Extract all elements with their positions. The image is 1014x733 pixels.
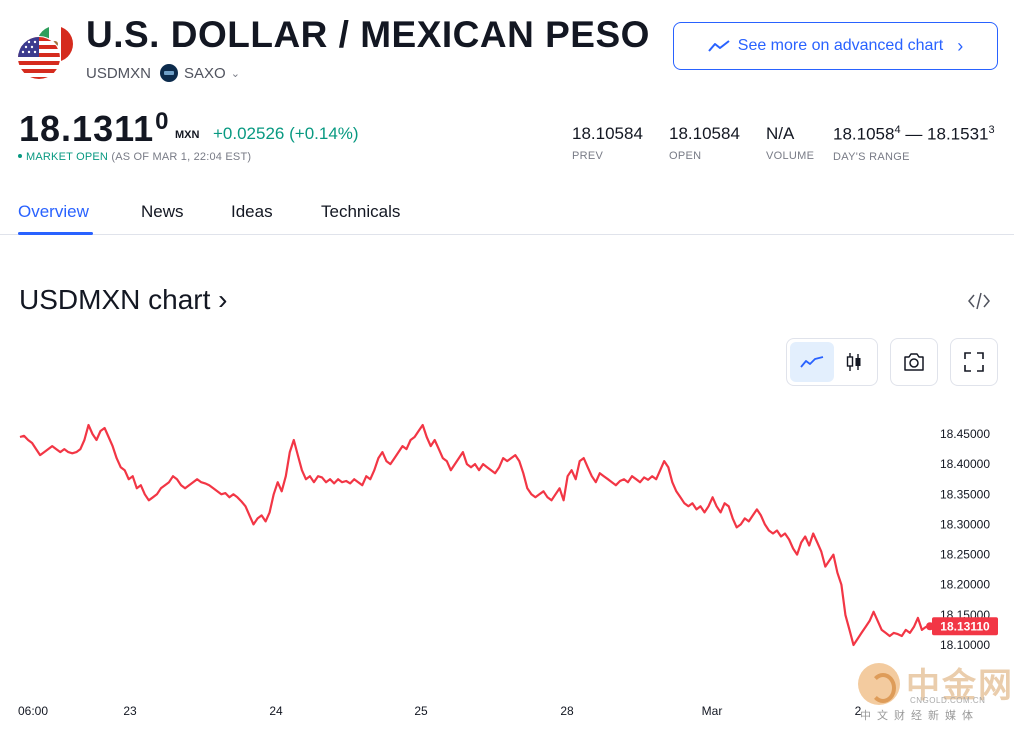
chart-type-toggle [786,338,878,386]
currency-label: MXN [175,129,200,141]
candles-icon [846,353,861,371]
exchange-logo-icon [160,64,179,82]
tab-news[interactable]: News [141,202,184,221]
y-tick-label: 18.20000 [940,578,990,592]
market-status: MARKET OPEN (AS OF MAR 1, 22:04 EST) [18,151,251,163]
watermark-logo-icon [858,663,900,705]
y-tick-label: 18.10000 [940,638,990,652]
watermark-subtitle: 中文财经新媒体 [860,709,979,722]
tab-bar: Overview News Ideas Technicals [0,190,1014,235]
watermark-text: 中金网 [906,666,1014,706]
exchange-label: SAXO [184,64,226,82]
x-tick-label: 28 [560,704,574,718]
tab-technicals[interactable]: Technicals [321,202,401,221]
market-open-label: MARKET OPEN [26,151,109,163]
change-value: +0.02526 [213,124,285,143]
page-title: U.S. DOLLAR / MEXICAN PESO [86,14,650,55]
x-tick-label: 23 [123,704,137,718]
last-price-fraction: 0 [155,108,170,135]
stat-prev: 18.10584 PREV [572,124,643,162]
last-price: 18.13110 [19,108,170,149]
line-chart-button[interactable] [790,342,834,382]
last-price-badge-label: 18.13110 [940,619,990,633]
symbol-label: USDMXN [86,64,152,82]
stat-value: 18.10584 [572,124,643,143]
chart-title-link[interactable]: USDMXN chart › [19,284,228,315]
active-tab-indicator [18,232,93,235]
x-tick-label: 06:00 [18,704,48,718]
x-tick-label: 2 [855,704,862,718]
y-tick-label: 18.25000 [940,548,990,562]
stat-value: 18.10584 [669,124,740,143]
watermark-site: CNGOLD.COM.CN [910,696,986,705]
price-change: +0.02526 (+0.14%) [213,124,359,144]
screenshot-button[interactable] [890,338,938,386]
stat-days-range: 18.10584 — 18.15313 DAY'S RANGE [833,124,995,163]
status-dot-icon [18,154,22,158]
usd-mxn-flag-icon [17,26,73,80]
change-percent: (+0.14%) [289,124,359,143]
last-price-badge [932,617,998,636]
x-tick-label: 24 [269,704,283,718]
camera-icon [904,353,924,371]
stat-value: 18.10584 — 18.15313 [833,124,995,144]
stat-label: DAY'S RANGE [833,150,910,163]
stat-open: 18.10584 OPEN [669,124,740,162]
chevron-right-icon: › [957,35,964,56]
chevron-down-icon: ⌄ [230,67,240,80]
stat-label: VOLUME [766,150,815,162]
fullscreen-icon [964,352,984,372]
y-tick-label: 18.30000 [940,517,990,531]
advanced-chart-button[interactable]: See more on advanced chart › [673,22,998,70]
exchange-selector[interactable]: SAXO ⌄ [184,65,240,82]
line-chart-icon [800,356,824,368]
price-line-series [19,423,931,647]
fullscreen-button[interactable] [950,338,998,386]
x-tick-label: 25 [414,704,428,718]
stat-label: PREV [572,150,604,162]
symbol-info: USDMXN SAXO ⌄ [86,64,240,82]
stat-volume: N/A VOLUME [766,124,814,162]
tab-ideas[interactable]: Ideas [231,202,273,221]
y-tick-label: 18.45000 [940,427,990,441]
advanced-chart-label: See more on advanced chart [737,37,944,54]
stat-value: N/A [766,124,795,143]
tab-overview[interactable]: Overview [18,202,89,221]
stat-label: OPEN [669,150,702,162]
y-tick-label: 18.35000 [940,487,990,501]
price-chart[interactable]: 18.45000 18.40000 18.35000 18.30000 18.25000… [0,400,1014,733]
watermark: 中金网 CNGOLD.COM.CN 中文财经新媒体 [852,660,1014,726]
as-of-label: (AS OF MAR 1, 22:04 EST) [111,151,252,163]
trend-line-icon [708,40,730,52]
candles-button[interactable] [832,342,876,382]
x-tick-label: Mar [702,704,723,718]
y-tick-label: 18.40000 [940,457,990,471]
code-embed-icon[interactable] [966,290,992,312]
